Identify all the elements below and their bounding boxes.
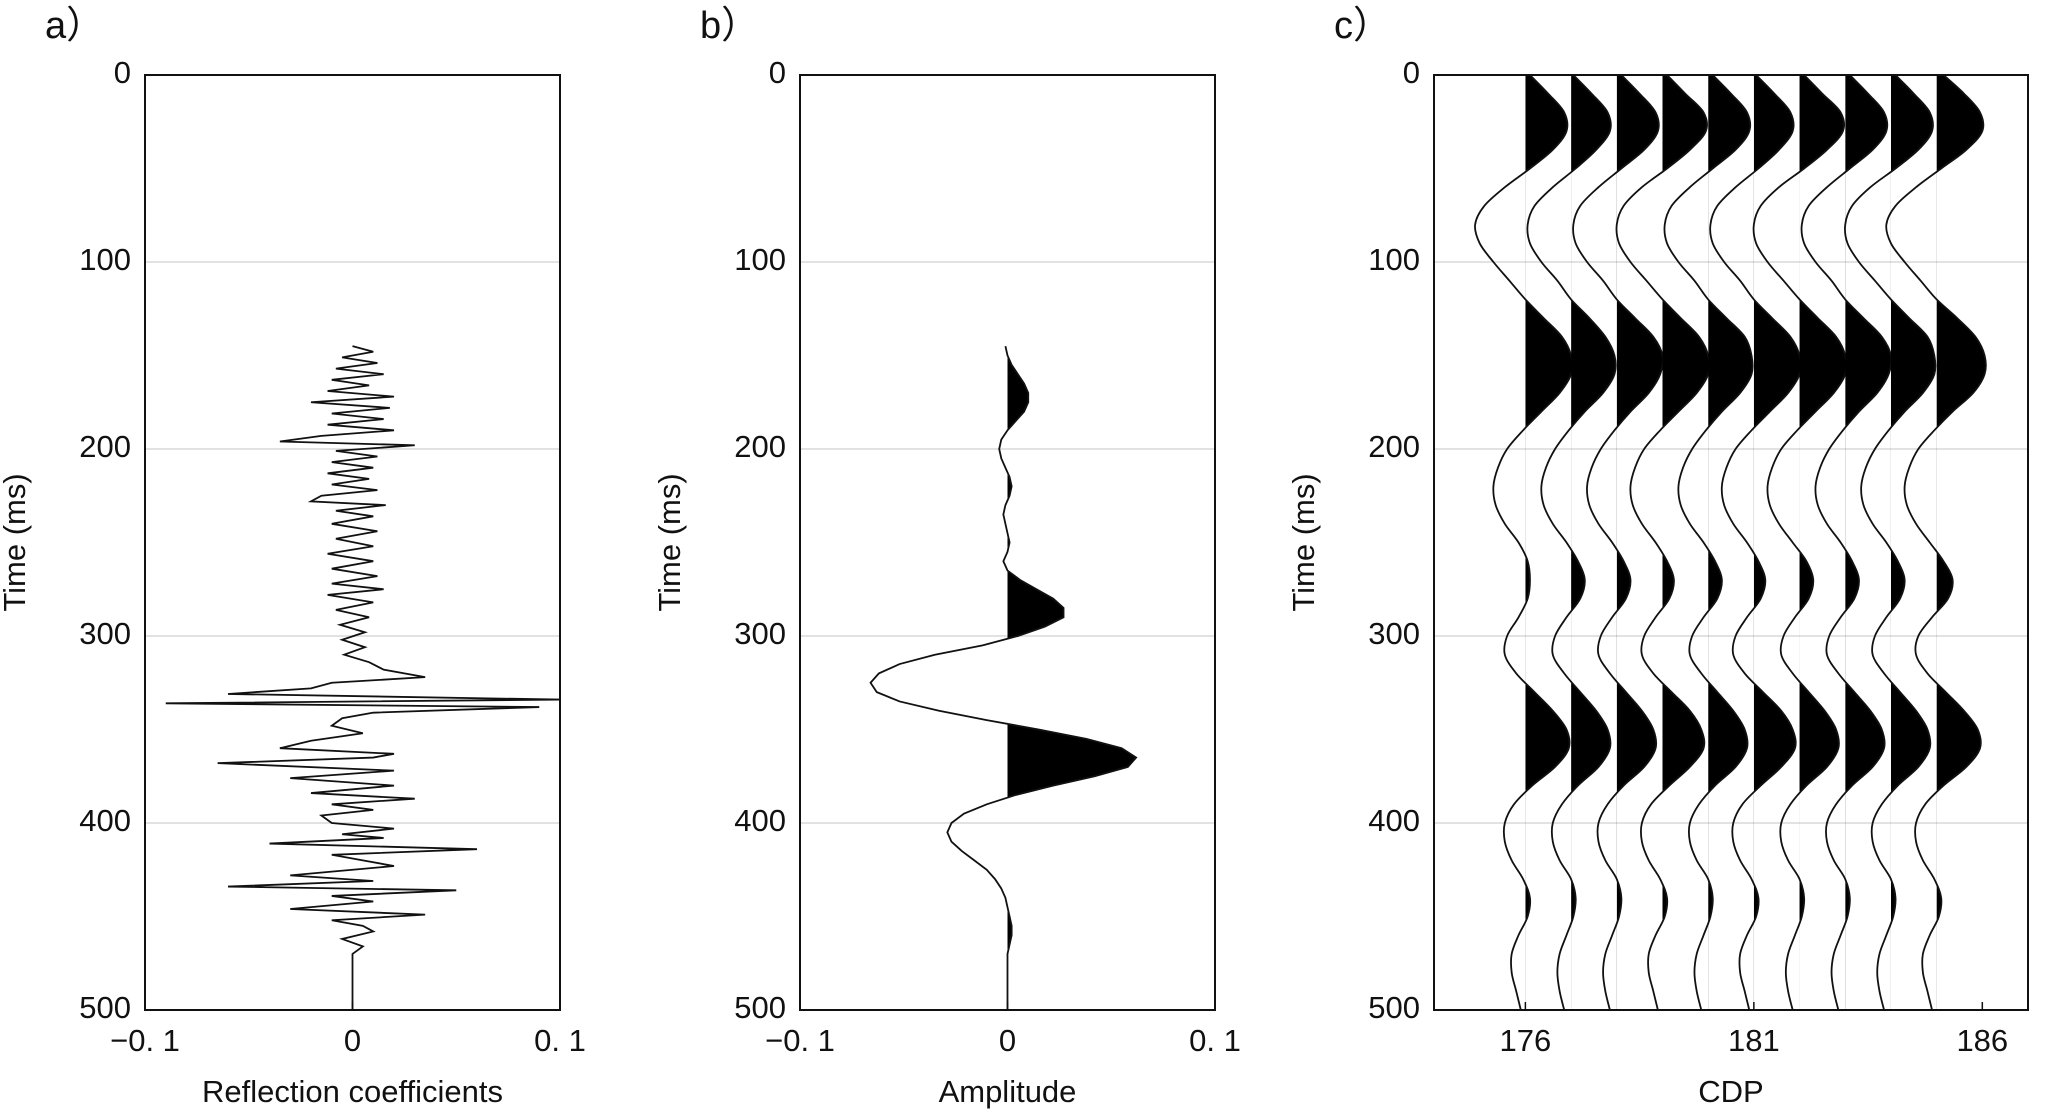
trace bbox=[1572, 75, 1664, 1010]
y-tick-label: 500 bbox=[1368, 990, 1420, 1025]
x-tick-label: 181 bbox=[1728, 1023, 1780, 1058]
y-tick-label: 400 bbox=[79, 803, 131, 838]
y-tick-label: 300 bbox=[1368, 616, 1420, 651]
x-axis-label: Amplitude bbox=[939, 1074, 1077, 1109]
x-tick-label: 0. 1 bbox=[1189, 1023, 1241, 1058]
trace bbox=[1800, 75, 1893, 1010]
trace bbox=[869, 345, 1138, 1010]
positive-fill bbox=[1936, 75, 1986, 1010]
y-tick-label: 100 bbox=[79, 242, 131, 277]
x-tick-label: −0. 1 bbox=[765, 1023, 835, 1058]
trace bbox=[1663, 75, 1754, 1010]
trace bbox=[1885, 75, 1987, 1010]
trace bbox=[1752, 75, 1848, 1010]
y-tick-label: 300 bbox=[734, 616, 786, 651]
x-tick-label: 176 bbox=[1500, 1023, 1552, 1058]
x-axis-label: CDP bbox=[1698, 1074, 1763, 1109]
y-tick-label: 200 bbox=[734, 429, 786, 464]
panel-label: c） bbox=[1334, 5, 1391, 47]
y-tick-label: 100 bbox=[1368, 242, 1420, 277]
x-tick-label: 0 bbox=[344, 1023, 361, 1058]
axes-frame bbox=[1433, 74, 2029, 1011]
y-tick-label: 500 bbox=[734, 990, 786, 1025]
x-axis-label: Reflection coefficients bbox=[202, 1074, 503, 1109]
x-tick-label: 0. 1 bbox=[534, 1023, 586, 1058]
x-tick-label: 0 bbox=[999, 1023, 1016, 1058]
y-tick-label: 100 bbox=[734, 242, 786, 277]
y-tick-label: 400 bbox=[1368, 803, 1420, 838]
positive-fill bbox=[1616, 75, 1663, 1010]
y-tick-label: 0 bbox=[114, 55, 131, 90]
panel: 0 100 200 300 400 500 176 181 186 c） CDP Time (ms) bbox=[1286, 5, 2029, 1109]
positive-fill bbox=[1753, 75, 1801, 1010]
positive-fill bbox=[1890, 75, 1936, 924]
y-axis-label: Time (ms) bbox=[1286, 473, 1321, 611]
x-tick-label: −0. 1 bbox=[110, 1023, 180, 1058]
trace bbox=[165, 345, 560, 1010]
y-axis-label: Time (ms) bbox=[652, 473, 687, 611]
y-tick-label: 0 bbox=[1403, 55, 1420, 90]
positive-fill bbox=[1571, 75, 1616, 1010]
y-tick-label: 500 bbox=[79, 990, 131, 1025]
positive-fill bbox=[1662, 75, 1710, 923]
panel-label: a） bbox=[45, 5, 104, 47]
trace bbox=[1526, 75, 1617, 1010]
panel: 0 100 200 300 400 500−0. 1 0 0. 1 b） Amplitude Tim… bbox=[652, 5, 1241, 1109]
y-tick-label: 400 bbox=[734, 803, 786, 838]
y-axis-label: Time (ms) bbox=[0, 473, 32, 611]
panel: 0 100 200 300 400 500−0. 1 0 0. 1 a） Reflection c… bbox=[0, 5, 586, 1109]
trace bbox=[1709, 75, 1802, 1010]
trace bbox=[1474, 75, 1574, 1010]
positive-fill bbox=[1845, 75, 1892, 924]
y-tick-label: 200 bbox=[79, 429, 131, 464]
axes-frame bbox=[144, 74, 561, 1011]
trace bbox=[1844, 75, 1937, 1010]
y-tick-label: 0 bbox=[769, 55, 786, 90]
trace bbox=[1615, 75, 1711, 1010]
y-tick-label: 300 bbox=[79, 616, 131, 651]
positive-fill bbox=[1708, 75, 1753, 924]
axes-frame bbox=[799, 74, 1216, 1011]
positive-fill bbox=[1799, 75, 1847, 1010]
x-tick-label: 186 bbox=[1956, 1023, 2008, 1058]
y-tick-label: 200 bbox=[1368, 429, 1420, 464]
positive-fill bbox=[1525, 75, 1573, 923]
panel-label: b） bbox=[700, 5, 759, 47]
positive-fill bbox=[1007, 346, 1137, 1010]
